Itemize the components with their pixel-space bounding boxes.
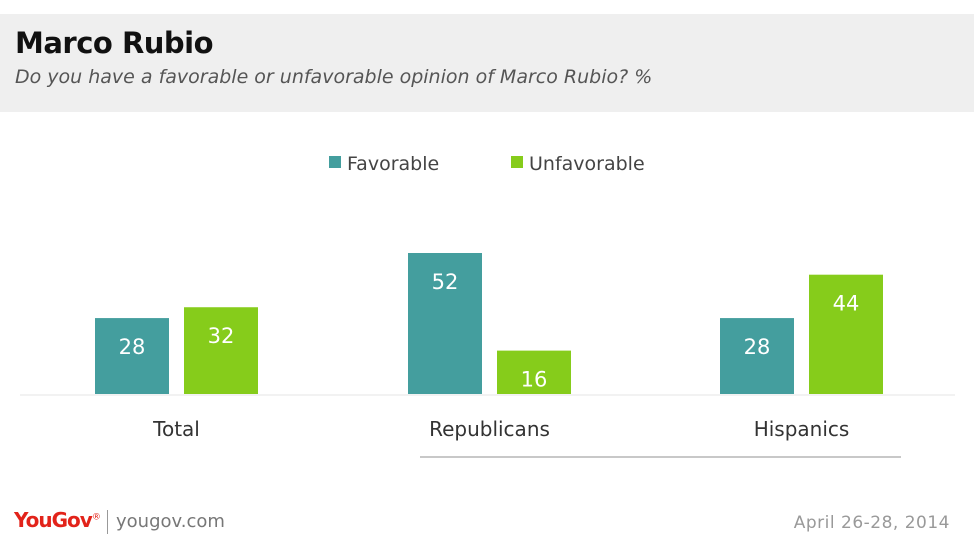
data-label: 28 [744,335,771,359]
yougov-logo: YouGov® [14,508,101,532]
legend-label: Unfavorable [529,153,645,175]
survey-date: April 26-28, 2014 [793,513,950,533]
chart-subtitle: Do you have a favorable or unfavorable o… [15,66,653,88]
chart-title: Marco Rubio [15,26,214,60]
bar-hispanics-favorable [720,318,794,394]
bar-total-unfavorable [184,307,258,394]
data-label: 52 [432,270,459,294]
category-label: Republicans [429,417,550,441]
footer-divider [107,510,108,534]
chart-header: Marco Rubio Do you have a favorable or u… [0,14,974,112]
bar-total-favorable [95,318,169,394]
data-label: 32 [208,324,235,348]
legend-swatch [329,156,341,168]
category-label: Total [152,417,200,441]
legend-swatch [511,156,523,168]
data-label: 16 [521,368,548,392]
legend-label: Favorable [347,153,439,175]
category-label: Hispanics [754,417,850,441]
footer-site: yougov.com [116,511,225,532]
data-label: 28 [119,335,146,359]
data-label: 44 [833,292,860,316]
bar-hispanics-unfavorable [809,274,883,394]
bar-republicans-unfavorable [497,350,571,394]
bar-republicans-favorable [408,253,482,394]
